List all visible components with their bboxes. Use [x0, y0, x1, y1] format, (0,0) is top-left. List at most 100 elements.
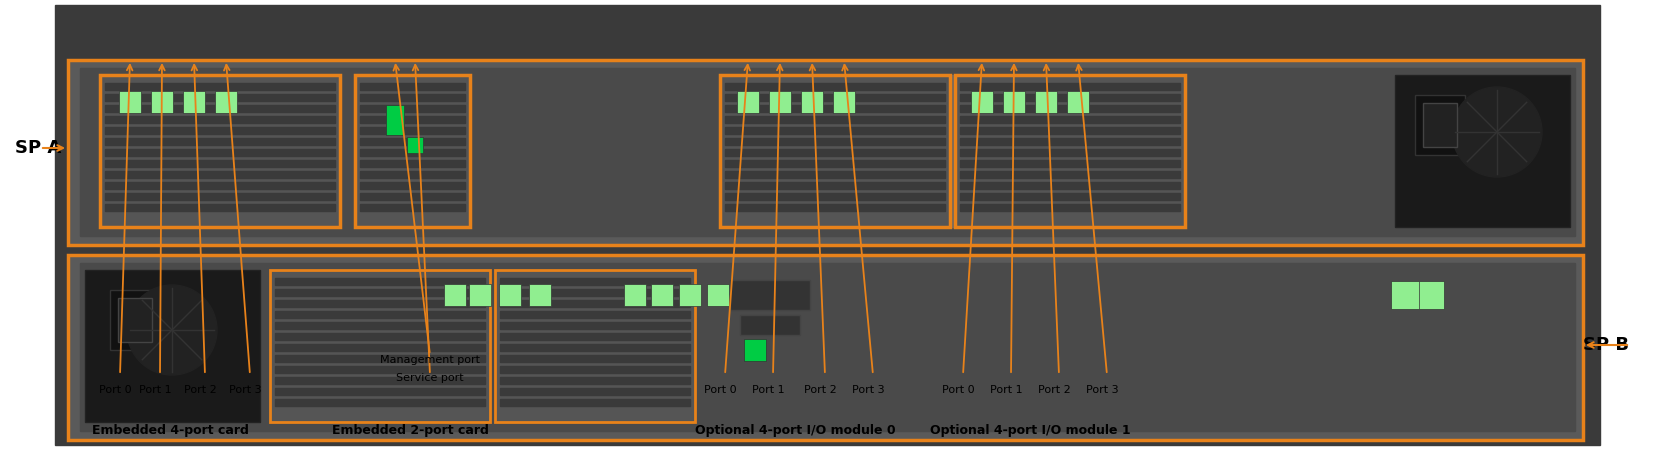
FancyBboxPatch shape [69, 60, 1583, 245]
FancyBboxPatch shape [274, 278, 485, 285]
Text: Port 1: Port 1 [989, 385, 1022, 395]
Bar [833, 91, 855, 113]
FancyBboxPatch shape [959, 116, 1179, 123]
Text: Port 1: Port 1 [139, 385, 171, 395]
FancyBboxPatch shape [105, 182, 335, 189]
Text: Port 2: Port 2 [803, 385, 836, 395]
Bar [1390, 281, 1419, 309]
Bar [151, 91, 172, 113]
FancyBboxPatch shape [1220, 270, 1419, 422]
FancyBboxPatch shape [724, 105, 945, 112]
FancyBboxPatch shape [360, 138, 465, 145]
Bar [706, 284, 728, 306]
FancyBboxPatch shape [1190, 75, 1389, 227]
FancyBboxPatch shape [739, 315, 800, 335]
Bar [499, 284, 520, 306]
FancyBboxPatch shape [500, 355, 689, 362]
FancyBboxPatch shape [959, 83, 1179, 90]
Bar [468, 284, 490, 306]
FancyBboxPatch shape [959, 149, 1179, 156]
Text: Embedded 2-port card: Embedded 2-port card [331, 424, 489, 437]
Bar [407, 137, 423, 153]
FancyBboxPatch shape [959, 138, 1179, 145]
FancyBboxPatch shape [959, 127, 1179, 134]
FancyBboxPatch shape [105, 105, 335, 112]
FancyBboxPatch shape [500, 311, 689, 318]
Circle shape [127, 285, 217, 375]
Bar [651, 284, 673, 306]
Text: Port 3: Port 3 [1086, 385, 1118, 395]
FancyBboxPatch shape [274, 333, 485, 340]
FancyBboxPatch shape [274, 366, 485, 373]
Text: SP A: SP A [15, 139, 62, 157]
FancyBboxPatch shape [274, 399, 485, 406]
FancyBboxPatch shape [269, 270, 490, 422]
FancyBboxPatch shape [475, 75, 714, 227]
FancyBboxPatch shape [724, 149, 945, 156]
Circle shape [1450, 87, 1541, 177]
FancyBboxPatch shape [105, 193, 335, 200]
FancyBboxPatch shape [1419, 270, 1569, 422]
Bar [214, 91, 238, 113]
FancyBboxPatch shape [959, 193, 1179, 200]
FancyBboxPatch shape [500, 289, 689, 296]
FancyBboxPatch shape [500, 322, 689, 329]
Bar [443, 284, 465, 306]
Text: Embedded 4-port card: Embedded 4-port card [92, 424, 248, 437]
FancyBboxPatch shape [360, 127, 465, 134]
Text: Port 0: Port 0 [99, 385, 130, 395]
Bar [736, 91, 758, 113]
FancyBboxPatch shape [360, 160, 465, 167]
Bar [1034, 91, 1056, 113]
FancyBboxPatch shape [69, 255, 1583, 440]
Text: Optional 4-port I/O module 1: Optional 4-port I/O module 1 [929, 424, 1129, 437]
FancyBboxPatch shape [360, 204, 465, 211]
Bar [800, 91, 823, 113]
Bar [679, 284, 701, 306]
FancyBboxPatch shape [355, 75, 470, 227]
FancyBboxPatch shape [105, 94, 335, 101]
FancyBboxPatch shape [724, 127, 945, 134]
FancyBboxPatch shape [724, 94, 945, 101]
Bar [1415, 281, 1444, 309]
FancyBboxPatch shape [724, 182, 945, 189]
FancyBboxPatch shape [500, 300, 689, 307]
FancyBboxPatch shape [724, 116, 945, 123]
Text: Port 2: Port 2 [1037, 385, 1069, 395]
FancyBboxPatch shape [274, 300, 485, 307]
FancyBboxPatch shape [954, 75, 1184, 227]
FancyBboxPatch shape [724, 193, 945, 200]
FancyBboxPatch shape [959, 204, 1179, 211]
FancyBboxPatch shape [80, 263, 1574, 431]
FancyBboxPatch shape [495, 270, 694, 422]
Bar [386, 105, 403, 135]
Bar [1002, 91, 1024, 113]
FancyBboxPatch shape [274, 377, 485, 384]
Bar [970, 91, 992, 113]
Text: Port 0: Port 0 [703, 385, 736, 395]
FancyBboxPatch shape [360, 193, 465, 200]
FancyBboxPatch shape [500, 399, 689, 406]
FancyBboxPatch shape [699, 270, 979, 422]
FancyBboxPatch shape [80, 68, 1574, 236]
FancyBboxPatch shape [724, 204, 945, 211]
FancyBboxPatch shape [360, 83, 465, 90]
FancyBboxPatch shape [274, 311, 485, 318]
FancyBboxPatch shape [105, 160, 335, 167]
Text: Port 1: Port 1 [751, 385, 785, 395]
FancyBboxPatch shape [105, 138, 335, 145]
FancyBboxPatch shape [724, 83, 945, 90]
Text: Port 3: Port 3 [229, 385, 261, 395]
Text: Service port: Service port [397, 373, 463, 383]
FancyBboxPatch shape [724, 171, 945, 178]
FancyBboxPatch shape [500, 278, 689, 285]
FancyBboxPatch shape [724, 138, 945, 145]
FancyBboxPatch shape [360, 149, 465, 156]
FancyBboxPatch shape [500, 377, 689, 384]
FancyBboxPatch shape [117, 298, 152, 342]
FancyBboxPatch shape [984, 270, 1215, 422]
FancyBboxPatch shape [100, 75, 340, 227]
FancyBboxPatch shape [1394, 75, 1569, 227]
Text: Management port: Management port [380, 355, 480, 365]
FancyBboxPatch shape [274, 322, 485, 329]
